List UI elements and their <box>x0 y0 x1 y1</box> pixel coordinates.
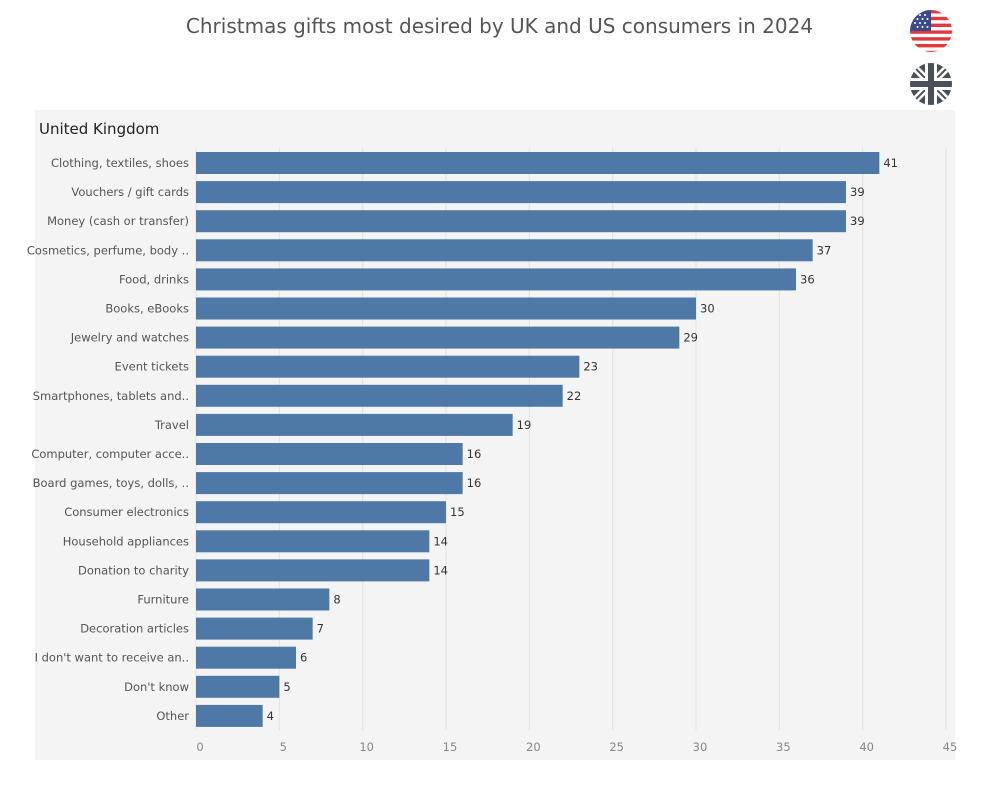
bar[interactable] <box>196 326 680 349</box>
data-label: 15 <box>450 505 465 519</box>
bar[interactable] <box>196 559 430 582</box>
category-label: Consumer electronics <box>64 505 189 519</box>
data-label: 16 <box>467 476 482 490</box>
data-label: 30 <box>700 302 715 316</box>
category-label: Food, drinks <box>119 272 189 286</box>
bar[interactable] <box>196 297 696 320</box>
x-tick-label: 35 <box>776 740 791 754</box>
bar[interactable] <box>196 239 813 262</box>
category-label: Travel <box>154 418 189 432</box>
category-label: Decoration articles <box>80 622 189 636</box>
category-label: Board games, toys, dolls, .. <box>33 476 189 490</box>
bar[interactable] <box>196 413 513 436</box>
x-tick-label: 10 <box>359 740 374 754</box>
category-label: Other <box>156 709 189 723</box>
bar[interactable] <box>196 210 846 233</box>
category-label: Cosmetics, perfume, body .. <box>27 243 189 257</box>
data-label: 37 <box>817 243 832 257</box>
category-label: Money (cash or transfer) <box>47 214 189 228</box>
data-label: 41 <box>883 156 898 170</box>
data-label: 36 <box>800 272 815 286</box>
bar[interactable] <box>196 443 463 465</box>
data-label: 23 <box>583 360 598 374</box>
x-tick-label: 30 <box>693 740 708 754</box>
category-label: Household appliances <box>63 534 189 548</box>
category-label: I don't want to receive an.. <box>35 651 189 665</box>
data-label: 22 <box>567 389 582 403</box>
x-tick-label: 20 <box>526 740 541 754</box>
bar[interactable] <box>196 152 880 174</box>
data-label: 16 <box>467 447 482 461</box>
bar[interactable] <box>196 181 846 204</box>
data-label: 14 <box>433 563 448 577</box>
category-label: Books, eBooks <box>105 302 189 316</box>
bar[interactable] <box>196 501 446 524</box>
x-tick-label: 25 <box>609 740 624 754</box>
category-label: Jewelry and watches <box>70 331 189 345</box>
data-label: 7 <box>317 622 324 636</box>
x-tick-label: 5 <box>280 740 287 754</box>
bar[interactable] <box>196 384 563 407</box>
category-label: Computer, computer acce.. <box>31 447 189 461</box>
bar[interactable] <box>196 472 463 495</box>
data-label: 39 <box>850 185 865 199</box>
category-label: Clothing, textiles, shoes <box>51 156 189 170</box>
uk-flag-icon[interactable] <box>909 62 953 106</box>
data-label: 19 <box>517 418 532 432</box>
bar[interactable] <box>196 646 296 669</box>
category-label: Vouchers / gift cards <box>71 185 189 199</box>
x-tick-label: 15 <box>443 740 458 754</box>
us-flag-icon[interactable] <box>909 9 953 53</box>
data-label: 8 <box>333 593 340 607</box>
bar[interactable] <box>196 268 796 291</box>
chart-title: United Kingdom <box>39 120 160 138</box>
category-label: Furniture <box>137 593 189 607</box>
bar[interactable] <box>196 704 263 727</box>
bar[interactable] <box>196 355 580 378</box>
bar[interactable] <box>196 588 330 611</box>
data-label: 29 <box>683 331 698 345</box>
x-tick-label: 40 <box>859 740 874 754</box>
x-tick-label: 0 <box>196 740 203 754</box>
category-label: Donation to charity <box>78 563 189 577</box>
bar[interactable] <box>196 530 430 553</box>
category-label: Event tickets <box>115 360 189 374</box>
data-label: 5 <box>283 680 290 694</box>
page-title: Christmas gifts most desired by UK and U… <box>185 14 814 38</box>
category-label: Smartphones, tablets and.. <box>33 389 189 403</box>
bar[interactable] <box>196 675 280 698</box>
data-label: 4 <box>267 709 274 723</box>
data-label: 39 <box>850 214 865 228</box>
x-tick-label: 45 <box>943 740 958 754</box>
category-label: Don't know <box>124 680 189 694</box>
data-label: 14 <box>433 534 448 548</box>
bar[interactable] <box>196 617 313 640</box>
data-label: 6 <box>300 651 307 665</box>
